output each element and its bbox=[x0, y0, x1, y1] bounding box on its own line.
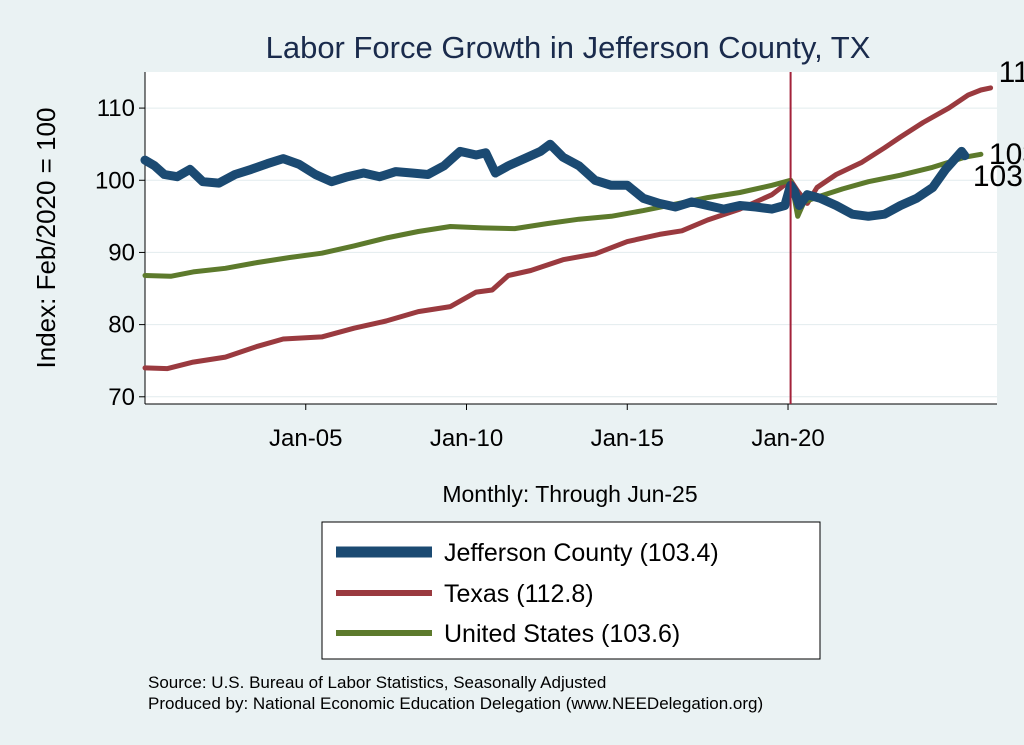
ytick-label-100: 100 bbox=[95, 167, 135, 194]
xtick-label-Jan-10: Jan-10 bbox=[430, 425, 503, 452]
source-note: Source: U.S. Bureau of Labor Statistics,… bbox=[148, 673, 606, 692]
legend-label-jefferson: Jefferson County (103.4) bbox=[444, 539, 719, 567]
x-axis-label: Monthly: Through Jun-25 bbox=[442, 481, 697, 507]
legend-label-us: United States (103.6) bbox=[444, 620, 680, 648]
ytick-label-70: 70 bbox=[108, 384, 135, 411]
end-labels: 103.4 112.8 103.6 bbox=[973, 56, 1024, 193]
xtick-label-Jan-05: Jan-05 bbox=[269, 425, 342, 452]
chart-title: Labor Force Growth in Jefferson County, … bbox=[266, 30, 871, 65]
series-line-texas bbox=[142, 85, 994, 372]
ytick-label-110: 110 bbox=[97, 95, 135, 122]
axes bbox=[139, 72, 997, 410]
xtick-label-Jan-15: Jan-15 bbox=[591, 425, 664, 452]
tick-labels: 70 80 90 100 110 Jan-05 Jan-10 Jan-15 Jan-20 bbox=[95, 95, 825, 452]
producer-note: Produced by: National Economic Education… bbox=[148, 694, 763, 713]
end-label-texas: 112.8 bbox=[999, 56, 1024, 89]
ytick-label-90: 90 bbox=[108, 239, 135, 266]
y-axis-label: Index: Feb/2020 = 100 bbox=[31, 108, 61, 369]
series-line-jefferson-county bbox=[140, 139, 970, 221]
legend-label-texas: Texas (112.8) bbox=[444, 580, 594, 608]
legend: Jefferson County (103.4) Texas (112.8) U… bbox=[321, 521, 821, 660]
series-line-united-states bbox=[142, 151, 984, 279]
end-label-united-states: 103.6 bbox=[989, 138, 1024, 171]
ytick-label-80: 80 bbox=[108, 312, 135, 339]
plot-area bbox=[145, 72, 997, 404]
xtick-label-Jan-20: Jan-20 bbox=[751, 425, 824, 452]
end-label-jefferson-county: 103.4 bbox=[973, 160, 1024, 193]
series-lines bbox=[140, 85, 994, 372]
gridlines bbox=[145, 107, 997, 398]
